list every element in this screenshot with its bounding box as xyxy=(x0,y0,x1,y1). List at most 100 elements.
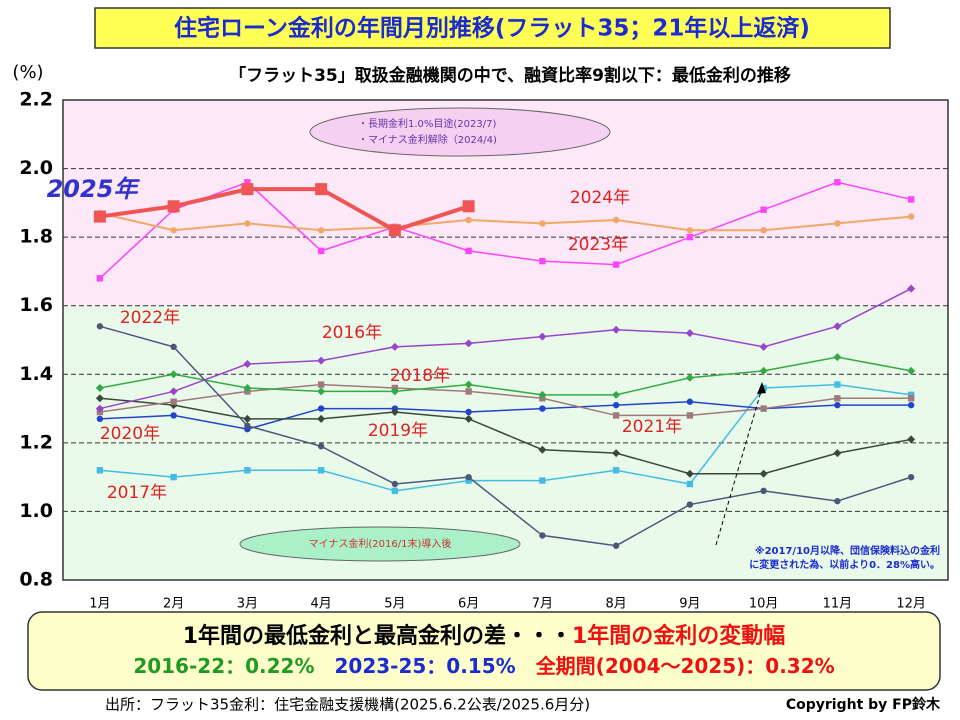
marker xyxy=(317,247,325,255)
marker xyxy=(760,227,767,234)
y-tick-label: 1.2 xyxy=(19,431,53,453)
marker xyxy=(169,370,178,379)
series-label: 2023年 xyxy=(568,235,628,255)
summary-box xyxy=(27,611,941,691)
marker xyxy=(390,408,399,416)
series-line xyxy=(99,287,912,410)
marker xyxy=(390,387,399,396)
marker xyxy=(759,469,768,478)
marker xyxy=(538,332,547,341)
series-label: 2021年 xyxy=(622,417,682,437)
marker xyxy=(685,469,694,478)
marker xyxy=(96,415,104,423)
series-label: 2017年 xyxy=(107,483,167,503)
marker xyxy=(391,487,399,495)
marker xyxy=(686,501,694,508)
marker xyxy=(539,477,546,484)
marker xyxy=(760,487,767,495)
marker xyxy=(317,227,325,234)
marker xyxy=(95,384,104,392)
marker xyxy=(760,206,767,213)
summary-item: 2023-25：0.15% xyxy=(335,654,516,678)
arrow-head xyxy=(757,382,766,394)
summary-item: 2016-22：0.22% xyxy=(133,654,314,678)
marker xyxy=(834,401,841,409)
marker xyxy=(907,366,916,375)
note: に変更された為、以前より0．28%高い。 xyxy=(749,558,940,571)
series-line xyxy=(99,383,912,492)
marker xyxy=(539,220,546,227)
marker xyxy=(833,353,842,362)
y-axis-label: (%) xyxy=(12,62,43,83)
x-tick-label: 1月 xyxy=(89,597,110,612)
marker xyxy=(612,542,620,549)
annotation-bubble xyxy=(239,526,521,562)
marker xyxy=(244,179,251,186)
marker xyxy=(317,414,326,423)
series-line xyxy=(99,400,912,430)
marker xyxy=(96,467,104,474)
x-tick-label: 3月 xyxy=(237,597,258,612)
y-tick-label: 1.4 xyxy=(19,363,53,385)
marker xyxy=(93,210,106,223)
series-line xyxy=(99,356,912,396)
marker xyxy=(96,323,104,330)
series-line xyxy=(99,325,912,547)
chart-subtitle: 「フラット35」取扱金融機関の中で、融資比率9割以下：最低金利の推移 xyxy=(229,65,791,86)
x-tick-label: 7月 xyxy=(532,597,553,612)
series-label: 2020年 xyxy=(100,424,160,444)
x-tick-label: 8月 xyxy=(605,597,626,612)
x-tick-label: 11月 xyxy=(823,597,853,612)
marker xyxy=(834,395,841,402)
marker xyxy=(465,477,472,484)
marker xyxy=(317,387,326,396)
marker xyxy=(612,325,621,334)
marker xyxy=(907,435,916,444)
summary-items: 2016-22：0.22% 2023-25：0.15% 全期間(2004～2025)… xyxy=(133,654,834,678)
marker xyxy=(243,414,252,423)
marker xyxy=(317,356,326,365)
series-label: 2024年 xyxy=(570,188,630,208)
x-tick-label: 12月 xyxy=(896,597,926,612)
marker xyxy=(465,247,472,255)
series-label: 2019年 xyxy=(368,421,428,441)
source: 出所：フラット35金利：住宅金融支援機構(2025.6.2公表/2025.6月分… xyxy=(105,696,590,714)
series-line xyxy=(99,397,912,475)
series-line xyxy=(99,187,470,233)
y-tick-label: 1.8 xyxy=(19,226,53,248)
marker xyxy=(317,405,325,412)
series-line xyxy=(99,212,912,232)
marker xyxy=(685,329,694,338)
marker xyxy=(317,467,325,474)
y-tick-label: 2.2 xyxy=(19,89,53,111)
marker xyxy=(95,404,104,413)
marker xyxy=(834,497,841,505)
marker xyxy=(539,532,546,539)
marker xyxy=(686,412,694,419)
marker xyxy=(465,473,472,481)
marker xyxy=(170,473,177,481)
marker xyxy=(907,395,915,402)
marker xyxy=(907,213,915,220)
marker xyxy=(167,200,180,213)
marker xyxy=(170,227,177,234)
marker xyxy=(686,480,694,488)
plot-frame xyxy=(62,99,949,581)
marker xyxy=(834,381,841,388)
series-line xyxy=(99,383,912,417)
marker xyxy=(464,339,473,348)
marker xyxy=(391,480,399,488)
y-tick-label: 0.8 xyxy=(19,569,53,591)
marker xyxy=(538,390,547,399)
marker xyxy=(612,412,620,419)
series-line xyxy=(99,181,912,279)
marker xyxy=(243,384,252,392)
annotation: ・マイナス金利解除（2024/4) xyxy=(358,133,497,146)
summary-item: 全期間(2004～2025)：0.32% xyxy=(535,654,835,678)
x-tick-label: 5月 xyxy=(384,597,405,612)
marker xyxy=(390,342,399,351)
chart-title: 住宅ローン金利の年間月別推移(フラット35；21年以上返済) xyxy=(174,15,810,42)
marker xyxy=(907,473,915,481)
marker xyxy=(243,360,252,368)
